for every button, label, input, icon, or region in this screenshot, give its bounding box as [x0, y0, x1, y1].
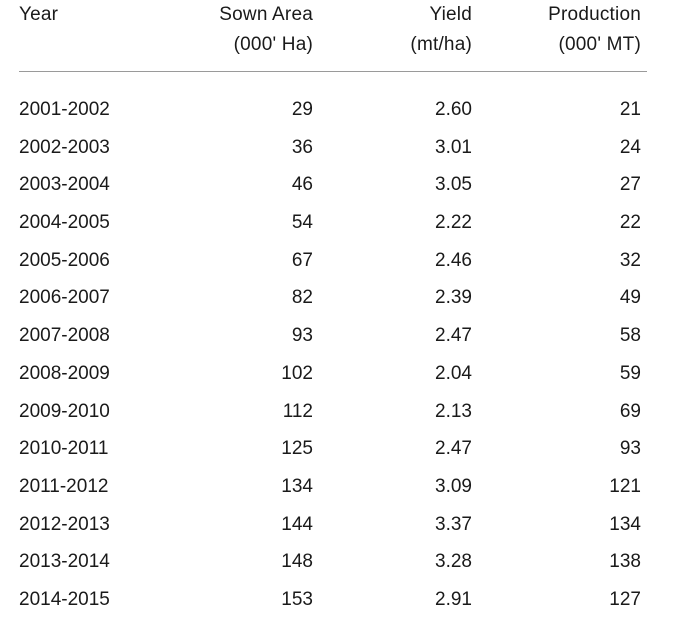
cell-production: 22 [619, 212, 641, 234]
cell-production: 27 [619, 174, 641, 196]
cell-production: 21 [619, 99, 641, 120]
cell-yield: 3.09 [435, 475, 472, 497]
cell-production: 134 [609, 513, 641, 535]
table-row: 2007-2008 93 2.47 58 [0, 317, 677, 355]
cell-sown-area: 82 [291, 287, 313, 309]
cell-year: 2014-2015 [19, 588, 110, 610]
table-row: 2003-2004 46 3.05 27 [0, 166, 677, 204]
table-row: 2008-2009 102 2.04 59 [0, 355, 677, 393]
header-production-label: Production [548, 4, 641, 25]
cell-sown-area: 102 [281, 362, 313, 384]
header-year: Year [19, 0, 58, 30]
cell-production: 49 [619, 287, 641, 309]
cell-year: 2003-2004 [19, 174, 110, 196]
table-row: 2010-2011 125 2.47 93 [0, 430, 677, 468]
cell-yield: 3.28 [435, 551, 472, 573]
cell-year: 2008-2009 [19, 362, 110, 384]
table-row: 2002-2003 36 3.01 24 [0, 129, 677, 167]
cell-production: 58 [619, 325, 641, 347]
cell-production: 127 [609, 588, 641, 610]
cell-sown-area: 144 [281, 513, 313, 535]
cell-sown-area: 36 [291, 136, 313, 158]
cell-year: 2010-2011 [19, 438, 109, 460]
cell-yield: 2.46 [435, 249, 472, 271]
cell-production: 69 [619, 400, 641, 422]
cell-year: 2001-2002 [19, 99, 110, 120]
table-row: 2011-2012 134 3.09 121 [0, 468, 677, 506]
cell-yield: 2.39 [435, 287, 472, 309]
table-row: 2006-2007 82 2.39 49 [0, 279, 677, 317]
header-production: Production (000' MT) [548, 0, 641, 60]
table-body: 2001-2002 29 2.60 21 2002-2003 36 3.01 24 2003-2… [0, 91, 677, 619]
cell-year: 2004-2005 [19, 212, 110, 234]
table-header: Year Sown Area (000' Ha) Yield (mt/ha) P… [0, 0, 677, 72]
cell-yield: 2.91 [435, 588, 472, 610]
cell-sown-area: 112 [282, 400, 313, 422]
cell-sown-area: 148 [281, 551, 313, 573]
cell-yield: 2.22 [435, 212, 472, 234]
cell-production: 59 [619, 362, 641, 384]
table-row: 2001-2002 29 2.60 21 [0, 91, 677, 129]
cell-production: 93 [619, 438, 641, 460]
cell-production: 121 [609, 475, 641, 497]
cell-sown-area: 134 [281, 475, 313, 497]
header-production-unit: (000' MT) [558, 34, 641, 55]
cell-year: 2013-2014 [19, 551, 110, 573]
cell-yield: 3.37 [435, 513, 472, 535]
cell-sown-area: 93 [291, 325, 313, 347]
header-sown-area: Sown Area (000' Ha) [219, 0, 313, 60]
table-row: 2004-2005 54 2.22 22 [0, 204, 677, 242]
cell-production: 24 [619, 136, 641, 158]
header-sown-area-label: Sown Area [219, 4, 313, 25]
table-row: 2013-2014 148 3.28 138 [0, 543, 677, 581]
table-row: 2012-2013 144 3.37 134 [0, 506, 677, 544]
cell-production: 32 [619, 249, 641, 271]
header-sown-area-unit: (000' Ha) [233, 34, 313, 55]
cell-sown-area: 125 [281, 438, 313, 460]
cell-sown-area: 153 [281, 588, 313, 610]
cell-sown-area: 46 [291, 174, 313, 196]
cell-production: 138 [609, 551, 641, 573]
cell-year: 2006-2007 [19, 287, 110, 309]
cell-sown-area: 67 [291, 249, 313, 271]
header-yield: Yield (mt/ha) [410, 0, 472, 60]
cell-sown-area: 54 [291, 212, 313, 234]
cell-year: 2009-2010 [19, 400, 110, 422]
table-row: 2005-2006 67 2.46 32 [0, 242, 677, 280]
table-row: 2014-2015 153 2.91 127 [0, 581, 677, 619]
cell-year: 2012-2013 [19, 513, 110, 535]
cell-year: 2007-2008 [19, 325, 110, 347]
cell-year: 2005-2006 [19, 249, 110, 271]
header-yield-unit: (mt/ha) [410, 34, 472, 55]
header-divider [19, 71, 647, 72]
header-year-label: Year [19, 4, 59, 25]
header-yield-label: Yield [429, 4, 472, 25]
cell-yield: 3.05 [435, 174, 472, 196]
cell-yield: 2.60 [435, 99, 472, 120]
table-row: 2009-2010 112 2.13 69 [0, 393, 677, 431]
cell-yield: 2.47 [435, 325, 472, 347]
cell-yield: 2.04 [435, 362, 472, 384]
cell-yield: 2.47 [435, 438, 472, 460]
cell-sown-area: 29 [291, 99, 313, 120]
cell-year: 2011-2012 [19, 475, 109, 497]
cell-yield: 3.01 [435, 136, 472, 158]
cell-year: 2002-2003 [19, 136, 110, 158]
cell-yield: 2.13 [435, 400, 472, 422]
